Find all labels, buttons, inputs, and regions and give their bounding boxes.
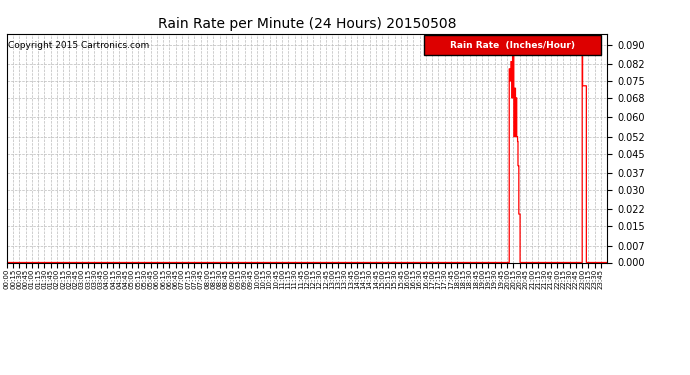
Title: Rain Rate per Minute (24 Hours) 20150508: Rain Rate per Minute (24 Hours) 20150508 [158, 17, 456, 31]
Text: Copyright 2015 Cartronics.com: Copyright 2015 Cartronics.com [8, 40, 149, 50]
Bar [424, 35, 601, 56]
Text: Rain Rate  (Inches/Hour): Rain Rate (Inches/Hour) [450, 41, 575, 50]
